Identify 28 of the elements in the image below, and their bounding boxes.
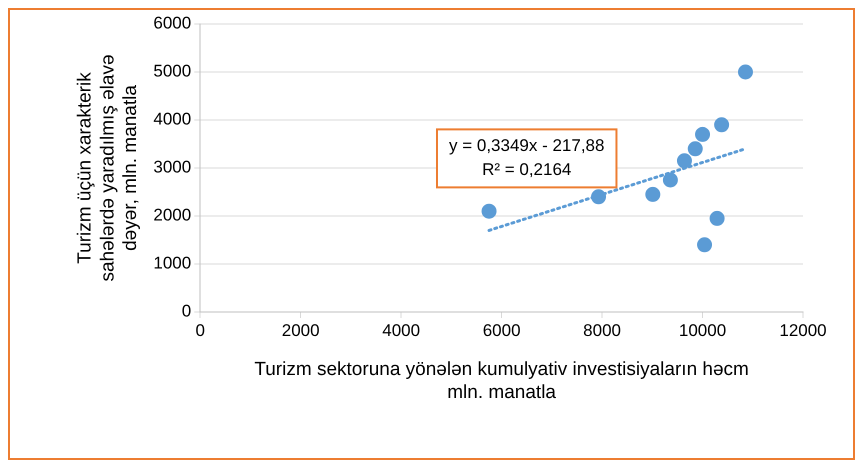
point (714, 117, 730, 132)
x-tick-label: 2000 (282, 320, 320, 340)
y-tick-label: 6000 (153, 14, 192, 33)
point (591, 189, 606, 204)
x-tick-label: 0 (195, 320, 205, 340)
point (710, 210, 725, 226)
point (738, 64, 753, 80)
y-tick-label: 3000 (153, 158, 192, 177)
annotation: y = 0,3349x - 217,88 R² = 0,2164 (448, 136, 604, 180)
x-tick-label: 8000 (583, 320, 621, 340)
x-tick-label: 12000 (779, 320, 827, 340)
y-tick-label: 0 (182, 302, 192, 321)
x-axis-title: Turizm sektoruna yönələn kumulyativ investisiyaların həcm mln. manatla (254, 359, 749, 403)
point (697, 237, 712, 252)
point (645, 186, 660, 202)
y-tick-label: 5000 (153, 62, 192, 81)
x-tick-label: 4000 (382, 320, 420, 340)
y-tick-label: 1000 (153, 254, 192, 273)
point (695, 126, 710, 142)
y-tick-label: 4000 (153, 110, 192, 129)
point (662, 172, 678, 188)
point (676, 153, 692, 168)
y-tick-label: 2000 (153, 206, 192, 225)
x-tick-label: 10000 (678, 320, 726, 340)
point (482, 204, 497, 219)
y-axis-title: Turizm üçün xarakterik sahələrdə yaradılmış əlavə dəyər, mln. manatla (74, 54, 142, 282)
x-tick-label: 6000 (482, 320, 521, 340)
point (688, 141, 703, 156)
